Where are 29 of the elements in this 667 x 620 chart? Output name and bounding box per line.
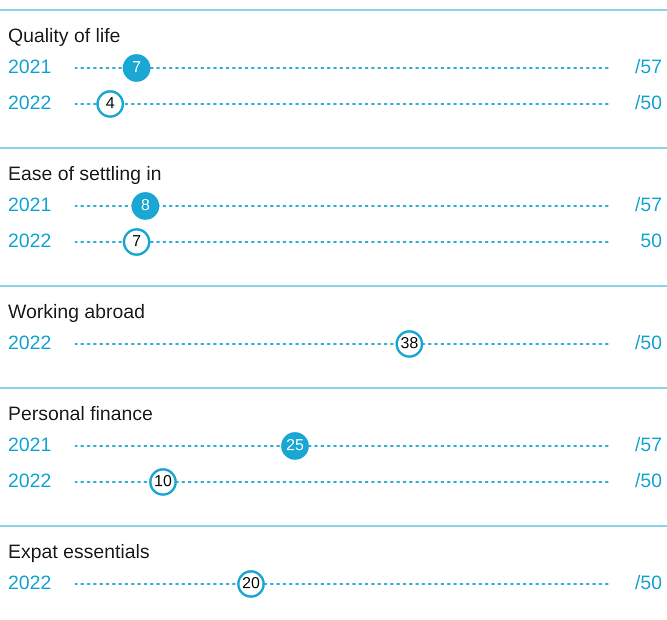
text: /57 bbox=[634, 436, 662, 452]
category-label: 2022 bbox=[8, 233, 50, 248]
category-label: 2022 bbox=[8, 575, 50, 590]
text: /50 bbox=[634, 574, 662, 590]
text: /50 bbox=[634, 94, 662, 110]
category-label: 2022 bbox=[8, 95, 50, 110]
text: Expat essentials bbox=[10, 544, 149, 562]
data-label: 10 bbox=[155, 474, 172, 486]
text: /50 bbox=[634, 472, 662, 488]
category-label: 2022 bbox=[8, 473, 50, 488]
text: Ease of settling in bbox=[10, 166, 160, 184]
category-label: 2021 bbox=[8, 437, 50, 452]
data-label: 8 bbox=[142, 198, 150, 210]
category-label: 2022 bbox=[8, 335, 50, 350]
text: Working abroad bbox=[8, 304, 144, 322]
category-label: 2021 bbox=[8, 59, 50, 74]
text: 50 bbox=[641, 233, 662, 248]
data-label: 4 bbox=[106, 97, 114, 108]
text: Quality of life bbox=[8, 28, 120, 46]
text: /57 bbox=[634, 196, 662, 212]
data-label: 38 bbox=[401, 336, 418, 348]
category-label: 2021 bbox=[8, 197, 50, 212]
text: Personal finance bbox=[10, 406, 152, 420]
data-label: 7 bbox=[132, 235, 140, 246]
text: /57 bbox=[634, 58, 662, 74]
data-label: 7 bbox=[132, 61, 140, 72]
data-label: 20 bbox=[242, 576, 260, 588]
text: /50 bbox=[634, 334, 662, 350]
data-label: 25 bbox=[286, 438, 304, 450]
